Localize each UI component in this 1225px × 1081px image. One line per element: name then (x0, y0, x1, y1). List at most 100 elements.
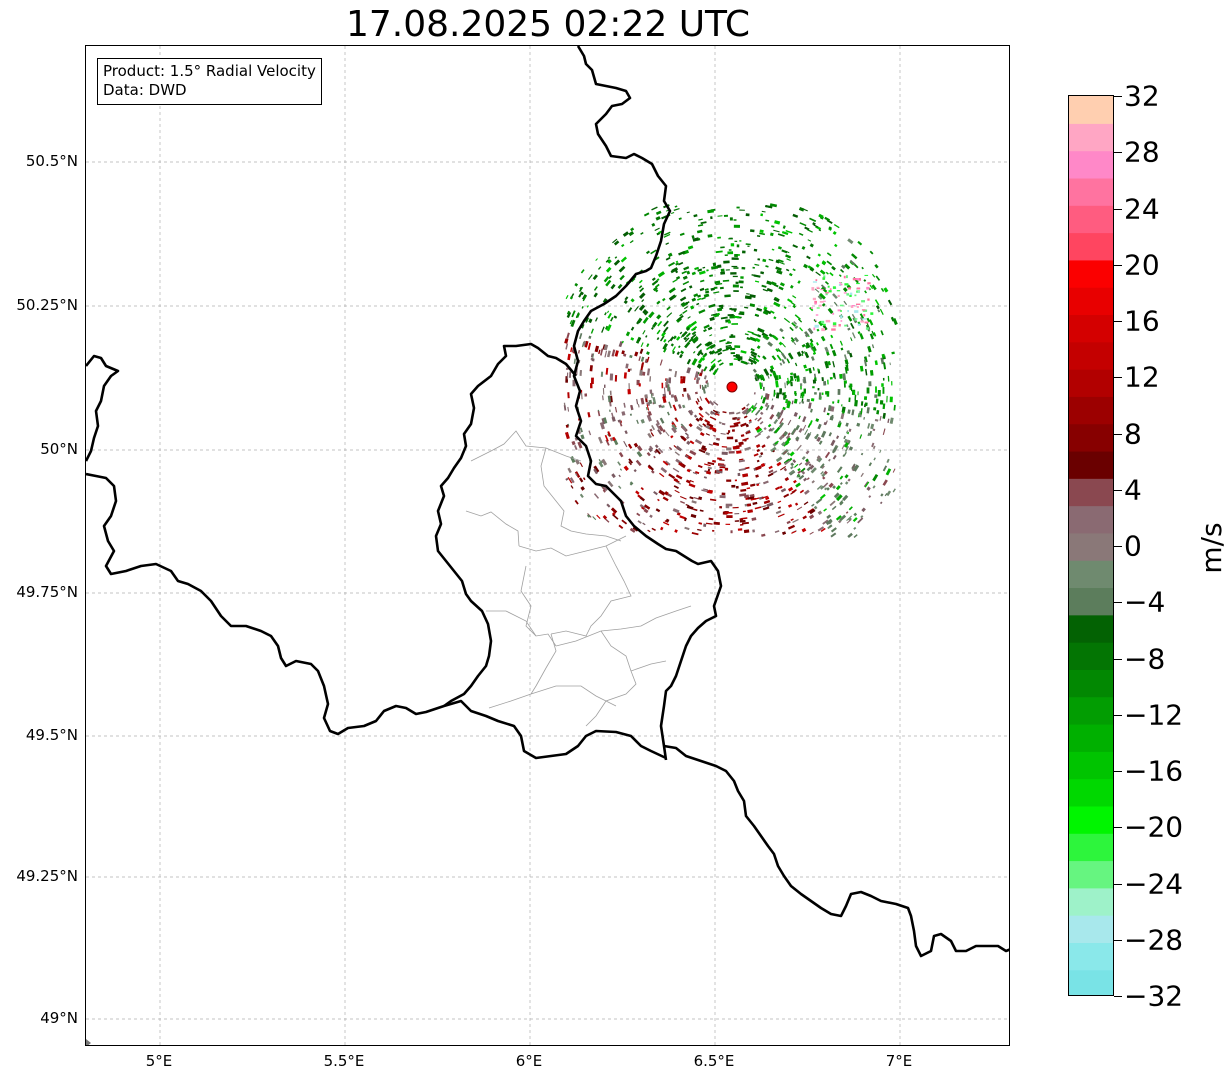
echo-pixel (563, 405, 567, 411)
echo-pixel (750, 483, 756, 487)
echo-pixel (638, 383, 641, 387)
echo-pixel (804, 330, 810, 337)
echo-pixel (839, 373, 843, 379)
echo-pixel (879, 449, 882, 454)
echo-pixel (732, 275, 738, 278)
echo-pixel (757, 354, 761, 358)
echo-pixel (651, 424, 655, 431)
echo-pixel (588, 318, 593, 324)
echo-pixel (839, 501, 844, 506)
echo-pixel (706, 341, 713, 347)
echo-pixel (734, 479, 738, 482)
echo-pixel (582, 340, 587, 347)
echo-pixel (827, 526, 831, 530)
echo-pixel (877, 309, 881, 313)
echo-pixel (697, 224, 704, 227)
echo-pixel (848, 287, 851, 290)
echo-pixel (567, 467, 572, 474)
echo-pixel (812, 352, 815, 356)
colorbar-tick-label: −20 (1124, 810, 1184, 844)
echo-pixel (768, 465, 773, 470)
echo-pixel (630, 337, 635, 341)
echo-pixel (824, 487, 828, 491)
echo-pixel (605, 279, 612, 287)
echo-pixel (742, 473, 749, 478)
echo-pixel (725, 523, 731, 525)
echo-pixel (779, 328, 784, 333)
echo-pixel (811, 289, 815, 291)
echo-pixel (731, 308, 737, 311)
echo-pixel (794, 362, 798, 367)
echo-pixel (760, 271, 765, 275)
echo-pixel (647, 529, 651, 533)
echo-pixel (828, 290, 832, 293)
echo-pixel (701, 489, 708, 493)
colorbar-tick (1114, 546, 1122, 547)
echo-pixel (816, 484, 823, 490)
echo-pixel (621, 243, 625, 248)
echo-pixel (783, 431, 788, 437)
echo-pixel (829, 377, 833, 380)
echo-pixel (783, 317, 791, 324)
echo-pixel (753, 392, 756, 395)
echo-pixel (665, 431, 670, 437)
echo-pixel (567, 406, 569, 412)
echo-pixel (849, 383, 853, 388)
echo-pixel (829, 416, 834, 421)
echo-pixel (646, 368, 651, 376)
echo-pixel (857, 517, 864, 524)
echo-pixel (727, 313, 734, 317)
colorbar-band (1069, 969, 1113, 995)
echo-pixel (619, 274, 625, 281)
echo-pixel (748, 420, 753, 424)
echo-pixel (791, 400, 794, 405)
echo-pixel (574, 444, 578, 451)
echo-pixel (565, 343, 569, 350)
echo-pixel (574, 282, 579, 287)
echo-pixel (653, 490, 658, 496)
echo-pixel (771, 281, 777, 286)
echo-pixel (805, 368, 809, 372)
echo-pixel (604, 350, 608, 358)
echo-pixel (681, 270, 687, 275)
echo-pixel (664, 520, 669, 523)
echo-pixel (680, 301, 686, 306)
echo-pixel (831, 349, 837, 357)
echo-pixel (611, 512, 616, 516)
echo-pixel (690, 513, 697, 519)
echo-pixel (856, 287, 861, 290)
echo-pixel (843, 435, 846, 440)
echo-pixel (692, 471, 698, 475)
echo-pixel (811, 307, 813, 309)
echo-pixel (695, 417, 700, 422)
echo-pixel (696, 229, 703, 234)
colorbar-band (1069, 369, 1113, 397)
echo-pixel (756, 345, 761, 350)
echo-pixel (883, 287, 889, 293)
echo-pixel (733, 267, 739, 269)
echo-pixel (662, 342, 668, 350)
echo-pixel (696, 343, 702, 349)
echo-pixel (683, 336, 688, 341)
echo-pixel (828, 432, 832, 437)
echo-pixel (708, 517, 714, 521)
echo-pixel (703, 375, 707, 380)
echo-pixel (749, 303, 756, 308)
echo-pixel (835, 494, 843, 502)
echo-pixel (750, 362, 754, 365)
echo-pixel (734, 315, 740, 319)
echo-pixel (818, 320, 824, 327)
echo-pixel (603, 417, 608, 424)
echo-pixel (681, 425, 688, 432)
echo-pixel (676, 351, 680, 356)
echo-pixel (801, 353, 804, 356)
echo-pixel (754, 417, 758, 421)
echo-pixel (848, 517, 852, 521)
echo-pixel (816, 286, 820, 289)
map-panel[interactable] (85, 45, 1010, 1046)
echo-pixel (645, 406, 648, 411)
echo-pixel (703, 324, 710, 329)
echo-pixel (627, 368, 631, 373)
echo-pixel (628, 461, 632, 466)
echo-pixel (819, 304, 822, 307)
